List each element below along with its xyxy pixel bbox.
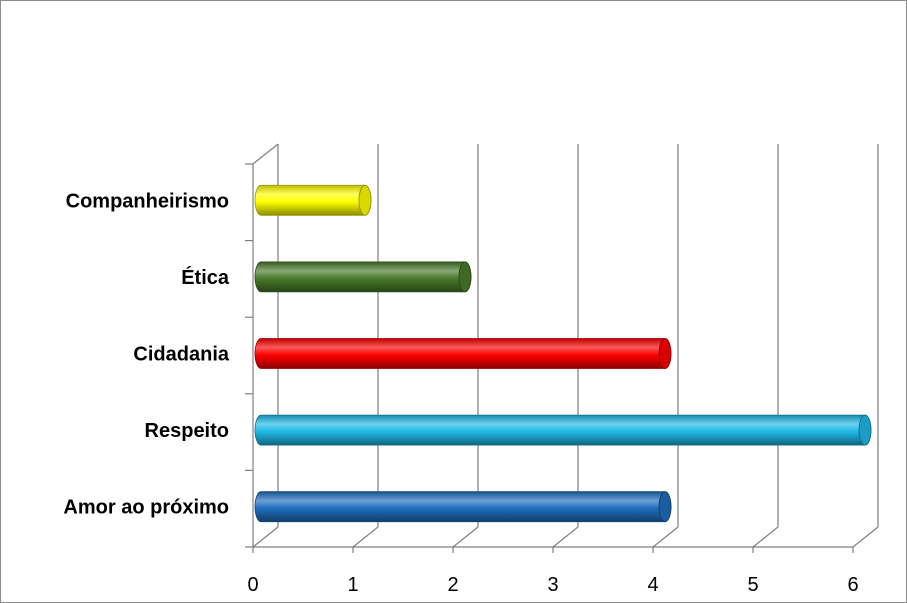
- category-label: Ética: [181, 266, 230, 289]
- floor-gridline: [752, 526, 779, 548]
- bar: [254, 414, 872, 446]
- bar-body: [254, 414, 872, 446]
- bar: [254, 338, 672, 369]
- bar-body: [254, 338, 672, 369]
- floor-gridline: [552, 526, 579, 548]
- x-tick-label: 4: [647, 574, 658, 596]
- x-tick-label: 2: [447, 574, 458, 596]
- bar-cap: [358, 184, 372, 216]
- x-tick-label: 5: [747, 574, 758, 596]
- bar-body: [254, 261, 472, 293]
- y-axis-top-edge: [252, 143, 279, 165]
- x-tick-label: 3: [547, 574, 558, 596]
- bar-body: [254, 184, 372, 216]
- category-label: Amor ao próximo: [63, 497, 229, 519]
- x-tick-label: 6: [847, 574, 858, 596]
- x-tick-label: 1: [347, 574, 358, 596]
- bar: [254, 184, 372, 216]
- category-label: Respeito: [145, 420, 229, 442]
- bar-body: [254, 491, 672, 523]
- x-tick-label: 0: [247, 574, 258, 596]
- floor-gridline: [352, 526, 379, 548]
- bar: [254, 491, 672, 523]
- bar: [254, 261, 472, 293]
- bar-cap: [458, 261, 472, 293]
- floor-gridline: [452, 526, 479, 548]
- floor-gridline: [652, 526, 679, 548]
- floor-gridline: [252, 526, 279, 548]
- category-label: Companheirismo: [66, 190, 229, 212]
- bar-cap: [658, 491, 672, 523]
- bar-cap: [658, 338, 672, 369]
- floor-gridline: [852, 526, 879, 548]
- bar-cap: [858, 414, 872, 446]
- category-label: Cidadania: [133, 344, 229, 366]
